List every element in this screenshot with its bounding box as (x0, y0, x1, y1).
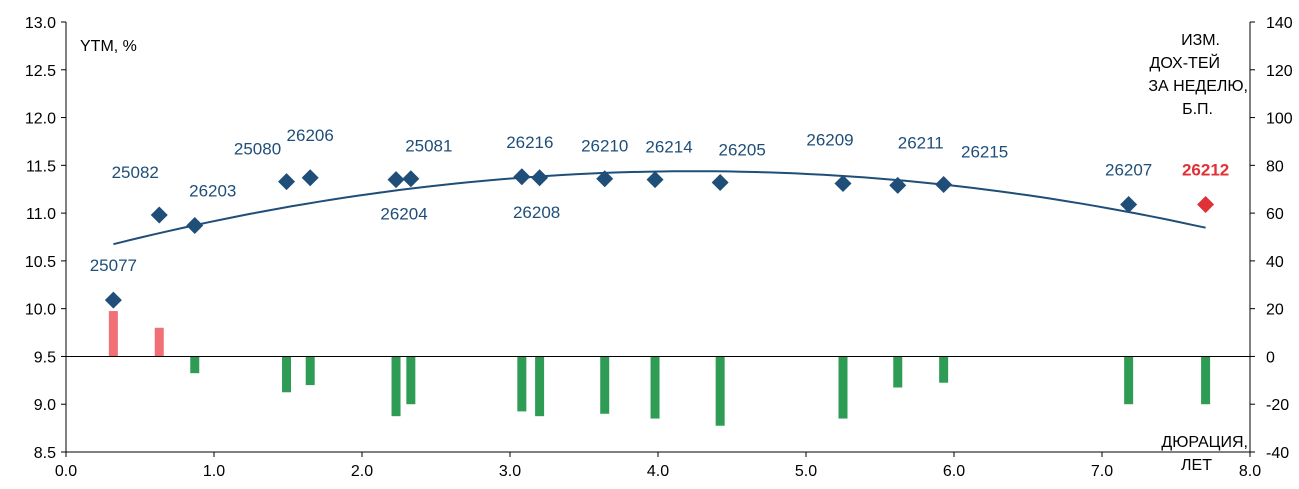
bond-point-26206 (301, 169, 319, 187)
trend-curve (113, 170, 1206, 246)
y2-tick-label: 100 (1266, 111, 1293, 128)
change-bar-26212 (1201, 356, 1211, 405)
bond-label-26211: 26211 (898, 133, 944, 152)
change-bar-26214 (650, 356, 660, 419)
y2-tick-label: 80 (1266, 158, 1284, 175)
axis-ticks: 0.0 1.0 2.0 3.0 4.0 5.0 6.0 7.0 8.0 8.5 9.0 9.5 10.0… (25, 15, 1293, 480)
y-tick-label: 11.5 (26, 158, 56, 175)
change-bar-26211 (893, 356, 903, 388)
change-bar-26209 (838, 356, 848, 419)
bond-label-26214: 26214 (645, 138, 692, 157)
y2-axis-title-line-3: ЗА НЕДЕЛЮ, (1148, 78, 1248, 95)
bond-point-26205 (711, 174, 729, 192)
y2-tick-label: 0 (1266, 349, 1275, 366)
bond-label-25080: 25080 (234, 140, 281, 159)
change-bar-25077 (108, 311, 118, 357)
y2-axis-title-line-2: ДОХ-ТЕЙ (1149, 53, 1220, 72)
bond-label-26203: 26203 (189, 182, 236, 201)
y2-tick-label: -40 (1266, 445, 1289, 462)
bond-point-25077 (104, 291, 122, 309)
x-tick-label: 6.0 (943, 463, 965, 480)
y2-tick-label: 60 (1266, 206, 1284, 223)
y-tick-label: 13.0 (25, 15, 56, 32)
bond-label-26210: 26210 (581, 137, 628, 156)
y-tick-label: 12.5 (25, 63, 56, 80)
bond-point-26207 (1120, 196, 1138, 214)
bond-label-25081: 25081 (405, 137, 452, 156)
y2-tick-label: 140 (1266, 15, 1293, 32)
x-tick-label: 1.0 (203, 463, 225, 480)
x-tick-label: 4.0 (647, 463, 669, 480)
y2-tick-label: 20 (1266, 302, 1284, 319)
x-tick-label: 8.0 (1239, 463, 1261, 480)
bond-label-26205: 26205 (719, 141, 766, 160)
weekly-change-bars (66, 311, 1250, 426)
change-bar-26207 (1124, 356, 1134, 405)
y-axis-title: YTM, % (80, 38, 137, 55)
y-tick-label: 11.0 (26, 206, 56, 223)
bond-label-26208: 26208 (513, 203, 560, 222)
x-tick-label: 3.0 (499, 463, 521, 480)
y-tick-label: 9.0 (34, 397, 56, 414)
y2-axis-title-line-1: ИЗМ. (1181, 32, 1220, 49)
bond-point-26209 (834, 174, 852, 192)
bond-point-26215 (935, 175, 953, 193)
y2-axis-title-line-4: Б.П. (1182, 101, 1213, 118)
change-bar-26206 (305, 356, 315, 386)
y-tick-label: 10.0 (25, 302, 56, 319)
bond-point-25082 (150, 206, 168, 224)
bond-label-26204: 26204 (380, 205, 427, 224)
change-bar-25082 (154, 327, 164, 357)
bond-label-26216: 26216 (506, 133, 553, 152)
change-bar-25081 (406, 356, 416, 405)
bond-label-26215: 26215 (961, 142, 1008, 161)
change-bar-26205 (715, 356, 725, 426)
change-bar-26216 (517, 356, 527, 412)
x-axis-title-line-1: ДЮРАЦИЯ, (1161, 434, 1248, 451)
change-bar-26215 (939, 356, 949, 383)
bond-points (104, 168, 1215, 309)
bond-labels: 25077 25082 26203 25080 26206 26204 25081 26216… (90, 126, 1230, 275)
y2-axis-title: ИЗМ. ДОХ-ТЕЙ ЗА НЕДЕЛЮ, Б.П. (1148, 32, 1248, 118)
bond-label-26209: 26209 (806, 130, 853, 149)
bond-point-25080 (278, 173, 296, 191)
bond-label-26212: 26212 (1182, 161, 1229, 180)
bond-label-25082: 25082 (112, 163, 159, 182)
x-axis-title: ДЮРАЦИЯ, ЛЕТ (1161, 434, 1248, 474)
bond-point-26203 (186, 217, 204, 235)
bond-point-26208 (531, 169, 549, 187)
change-bar-26208 (535, 356, 545, 417)
y-tick-label: 12.0 (25, 111, 56, 128)
bond-label-25077: 25077 (90, 256, 137, 275)
y2-tick-label: -20 (1266, 397, 1289, 414)
y-tick-label: 8.5 (34, 445, 56, 462)
bond-point-25081 (402, 170, 420, 188)
x-tick-label: 2.0 (351, 463, 373, 480)
change-bar-25080 (282, 356, 292, 393)
bond-label-26207: 26207 (1105, 161, 1152, 180)
x-tick-label: 7.0 (1091, 463, 1113, 480)
bond-point-26214 (646, 171, 664, 189)
change-bar-26210 (600, 356, 610, 414)
x-axis-title-line-2: ЛЕТ (1181, 457, 1212, 474)
y2-tick-label: 40 (1266, 254, 1284, 271)
x-tick-label: 5.0 (795, 463, 817, 480)
y-tick-label: 9.5 (34, 349, 56, 366)
bond-point-26212 (1197, 196, 1215, 214)
bond-point-26204 (387, 171, 405, 189)
change-bar-26203 (190, 356, 200, 374)
y2-tick-label: 120 (1266, 63, 1293, 80)
x-tick-label: 0.0 (55, 463, 77, 480)
bond-point-26210 (596, 170, 614, 188)
bond-point-26211 (889, 176, 907, 194)
bond-label-26206: 26206 (287, 126, 334, 145)
y-tick-label: 10.5 (25, 254, 56, 271)
bond-point-26216 (513, 168, 531, 186)
change-bar-26204 (391, 356, 401, 417)
